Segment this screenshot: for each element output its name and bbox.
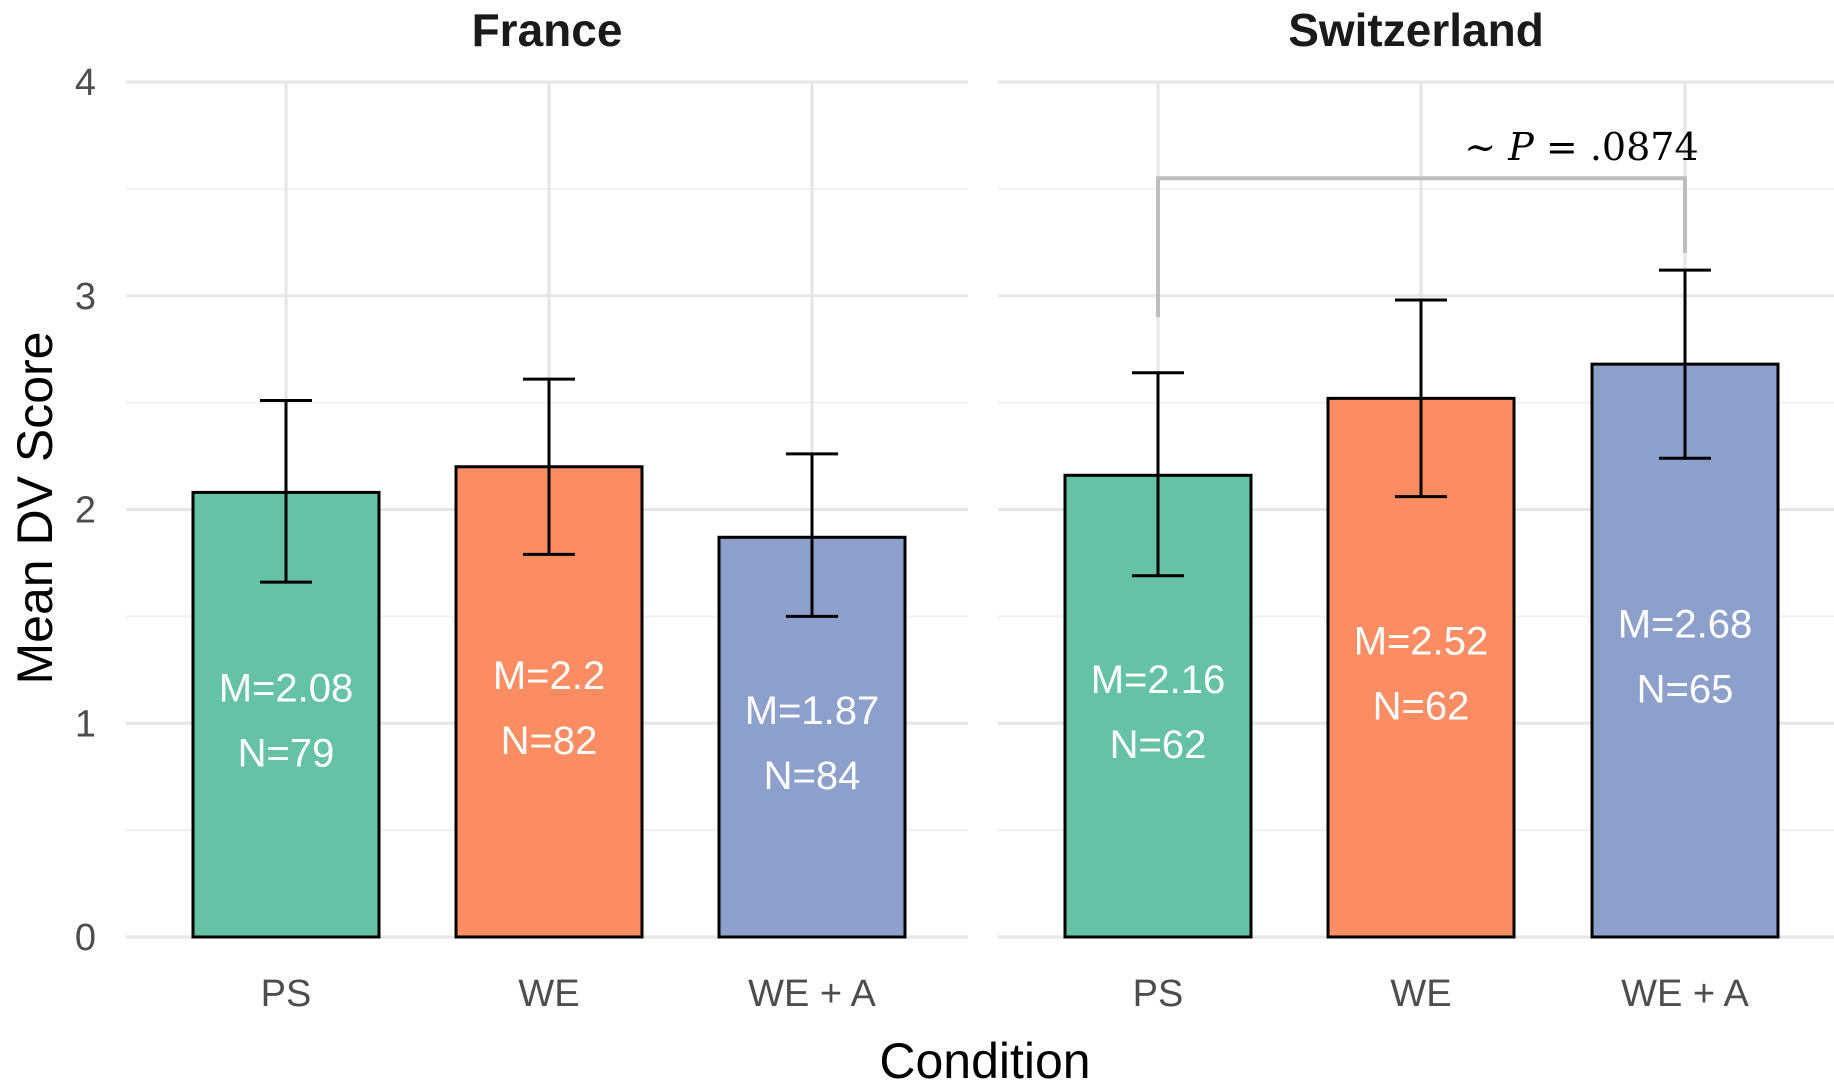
bar-label-mean: M=2.52 bbox=[1354, 620, 1489, 664]
y-tick-label: 1 bbox=[75, 703, 96, 745]
y-axis-title: Mean DV Score bbox=[7, 332, 63, 685]
y-tick-label: 2 bbox=[75, 490, 96, 532]
significance-annotation: ~ P = .0874 bbox=[1156, 125, 1699, 318]
axes-text: Mean DV Score Condition 0 1 2 3 4 France PS WE W… bbox=[7, 4, 1750, 1089]
x-axis-title: Condition bbox=[879, 1033, 1090, 1089]
bar-label-mean: M=2.08 bbox=[219, 667, 354, 711]
bar-label-n: N=62 bbox=[1373, 685, 1470, 729]
y-tick-label: 4 bbox=[75, 62, 96, 104]
bar-label-mean: M=2.16 bbox=[1091, 658, 1226, 702]
bar-label-mean: M=1.87 bbox=[745, 689, 880, 733]
y-tick-label: 3 bbox=[75, 276, 96, 318]
bar-label-n: N=82 bbox=[501, 719, 598, 763]
p-value-label: ~ P = .0874 bbox=[1464, 125, 1698, 169]
bar-label-n: N=62 bbox=[1110, 723, 1207, 767]
x-tick-label: PS bbox=[1133, 973, 1184, 1015]
x-tick-label: WE bbox=[1390, 973, 1451, 1015]
y-tick-label: 0 bbox=[75, 917, 96, 959]
x-tick-label: WE + A bbox=[748, 973, 876, 1015]
panel-title-switzerland: Switzerland bbox=[1288, 4, 1544, 56]
bar-label-mean: M=2.68 bbox=[1618, 603, 1753, 647]
p-value-symbol: P bbox=[1507, 125, 1535, 169]
bar-label-n: N=84 bbox=[764, 754, 861, 798]
grid-lines bbox=[126, 80, 1834, 939]
panel-title-france: France bbox=[472, 4, 623, 56]
bar-labels: M=2.08 N=79 M=2.2 N=82 M=1.87 N=84 M=2.16 N=62 M… bbox=[219, 603, 1753, 799]
x-tick-label: PS bbox=[261, 973, 312, 1015]
bars bbox=[191, 362, 1780, 939]
error-bars bbox=[260, 268, 1711, 618]
significance-bracket bbox=[1156, 176, 1687, 318]
x-tick-label: WE + A bbox=[1621, 973, 1749, 1015]
bar-label-n: N=79 bbox=[238, 732, 335, 776]
bar-label-n: N=65 bbox=[1637, 668, 1734, 712]
p-value-prefix: ~ bbox=[1464, 125, 1508, 169]
bar-label-mean: M=2.2 bbox=[493, 654, 605, 698]
x-tick-label: WE bbox=[518, 973, 579, 1015]
p-value-number: = .0874 bbox=[1534, 125, 1699, 169]
